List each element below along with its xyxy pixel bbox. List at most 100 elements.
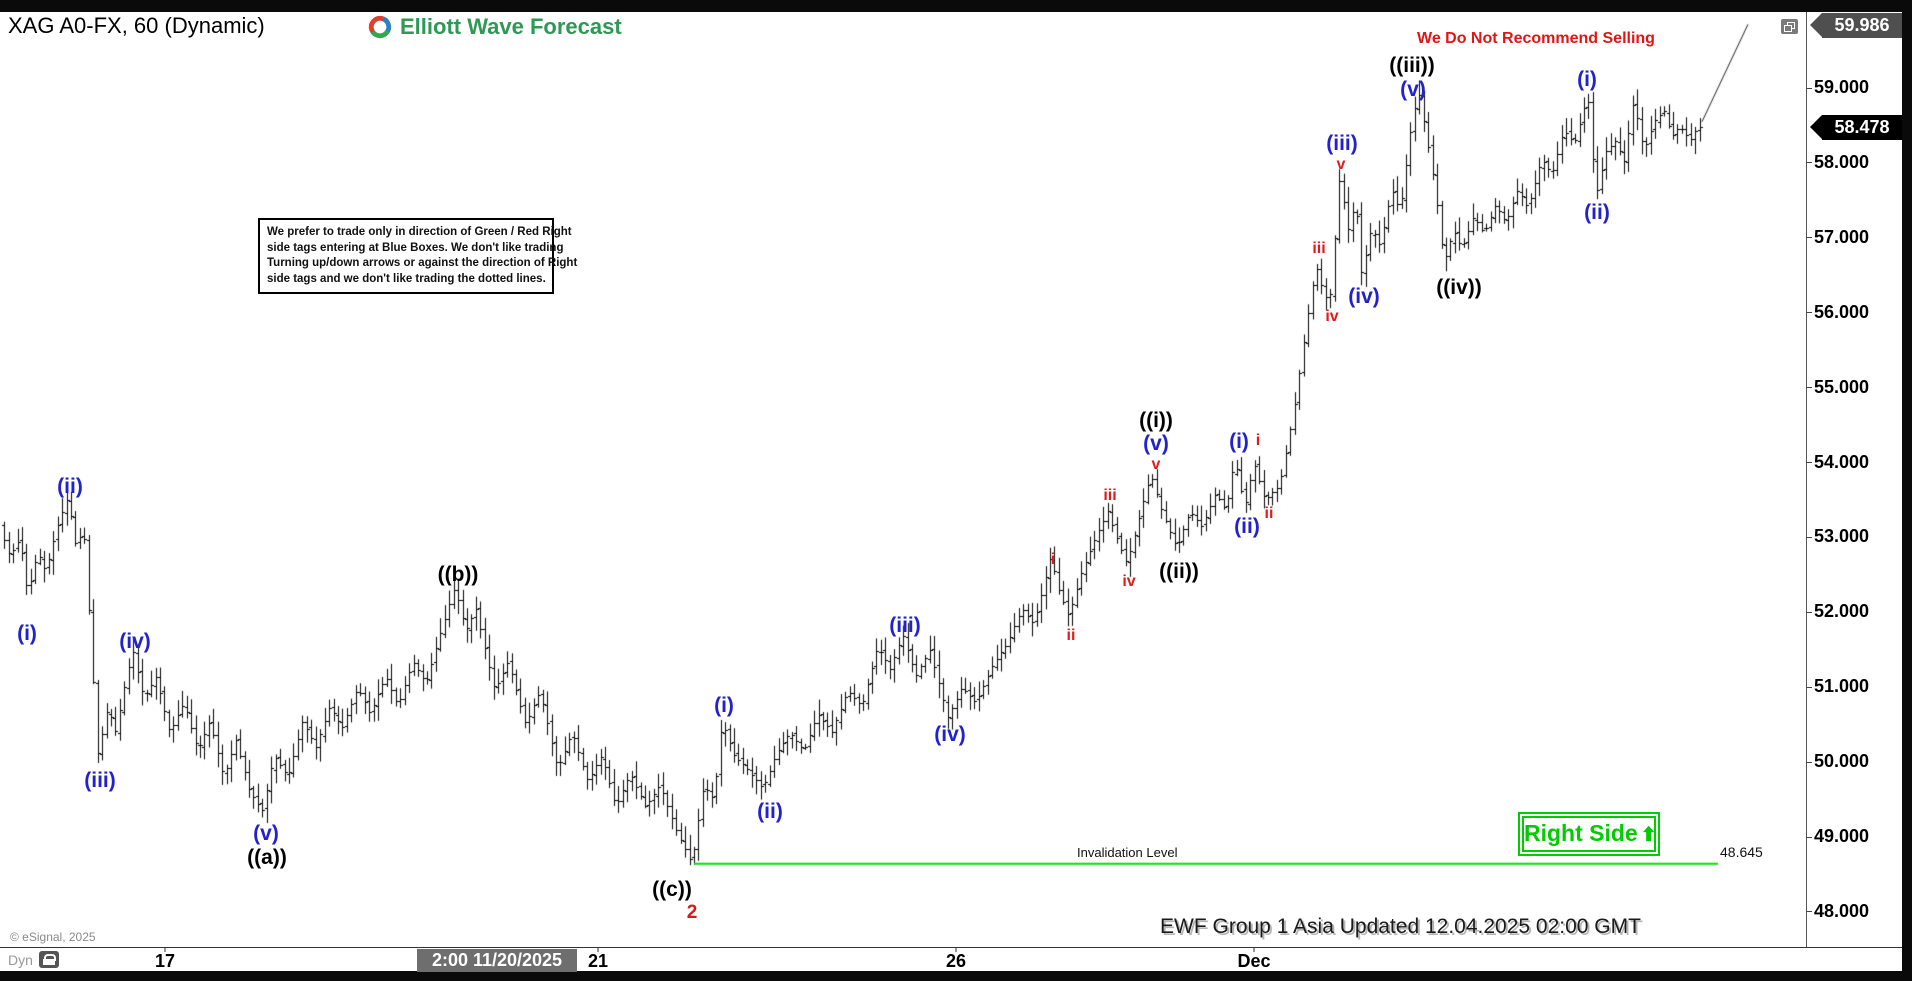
time-tick-label: Dec xyxy=(1237,951,1271,971)
price-badge: 59.986 xyxy=(1810,13,1902,38)
dynamic-mode-label[interactable]: Dyn xyxy=(8,951,33,968)
wave-label: (iv) xyxy=(1348,285,1380,308)
price-tick xyxy=(1806,87,1812,89)
wave-label: (iii) xyxy=(1326,132,1358,155)
price-tick xyxy=(1806,836,1812,838)
price-tick-label: 48.000 xyxy=(1814,900,1870,921)
right-window-strip xyxy=(1902,0,1912,981)
note-line: side tags and we don't like trading the … xyxy=(267,272,546,285)
brand-swirl-icon xyxy=(368,15,392,39)
time-tick-label: 17 xyxy=(154,951,176,971)
time-tick xyxy=(955,947,957,952)
wave-label: ((ii)) xyxy=(1159,560,1199,583)
no-selling-warning: We Do Not Recommend Selling xyxy=(1417,30,1655,47)
price-tick xyxy=(1806,536,1812,538)
price-tick xyxy=(1806,611,1812,613)
price-tick xyxy=(1806,761,1812,763)
wave-label: ((iv)) xyxy=(1436,276,1482,299)
price-tick-label: 57.000 xyxy=(1814,226,1870,247)
lock-icon[interactable] xyxy=(38,951,59,968)
price-tick xyxy=(1806,162,1812,164)
note-line: We prefer to trade only in direction of … xyxy=(267,226,572,238)
ewf-update-note: EWF Group 1 Asia Updated 12.04.2025 02:0… xyxy=(1160,915,1641,938)
price-tick xyxy=(1806,237,1812,239)
wave-label: (ii) xyxy=(757,800,783,823)
wave-label: (v) xyxy=(1400,78,1426,101)
wave-label: (i) xyxy=(17,622,37,645)
time-tick-label: 21 xyxy=(587,951,609,971)
wave-label: ii xyxy=(1066,627,1076,644)
price-tick-label: 50.000 xyxy=(1814,751,1870,772)
price-chart-canvas[interactable] xyxy=(0,12,1806,947)
price-tick-label: 56.000 xyxy=(1814,301,1870,322)
time-tick xyxy=(1253,947,1255,952)
price-tick xyxy=(1806,911,1812,913)
wave-label: ((b)) xyxy=(437,563,479,586)
crosshair-time-badge: 2:00 11/20/2025 xyxy=(417,949,577,972)
wave-label: i xyxy=(1255,432,1261,449)
wave-label: (iv) xyxy=(119,630,151,653)
wave-label: 2 xyxy=(686,902,698,923)
price-tick-label: 55.000 xyxy=(1814,376,1870,397)
wave-label: iv xyxy=(1122,573,1136,590)
wave-label: i xyxy=(1050,551,1056,568)
price-tick-label: 51.000 xyxy=(1814,676,1870,697)
wave-label: ((i)) xyxy=(1139,409,1173,432)
price-tick-label: 58.000 xyxy=(1814,151,1870,172)
wave-label: v xyxy=(1151,456,1161,473)
wave-label: iv xyxy=(1325,308,1339,325)
price-tick xyxy=(1806,462,1812,464)
up-arrow-icon xyxy=(1642,825,1654,842)
wave-label: (iii) xyxy=(889,614,921,637)
wave-label: (i) xyxy=(1577,68,1597,91)
brand-name: Elliott Wave Forecast xyxy=(400,14,622,39)
wave-label: (v) xyxy=(253,822,279,845)
wave-label: v xyxy=(1336,156,1346,173)
wave-label: (i) xyxy=(1229,430,1249,453)
wave-label: ((iii)) xyxy=(1389,54,1435,77)
badge-arrow-icon xyxy=(1810,114,1822,139)
wave-label: iii xyxy=(1103,487,1117,504)
price-tick xyxy=(1806,686,1812,688)
symbol-title: XAG A0-FX, 60 (Dynamic) xyxy=(8,13,265,38)
price-tick xyxy=(1806,387,1812,389)
right-side-tag: Right Side xyxy=(1518,811,1660,856)
wave-label: (ii) xyxy=(1234,515,1260,538)
note-line: Turning up/down arrows or against the di… xyxy=(267,257,578,269)
restore-window-icon[interactable] xyxy=(1781,19,1798,34)
esignal-copyright: © eSignal, 2025 xyxy=(10,930,96,944)
time-tick xyxy=(164,947,166,952)
price-tick-label: 52.000 xyxy=(1814,601,1870,622)
wave-label: (i) xyxy=(714,694,734,717)
badge-arrow-icon xyxy=(1810,13,1822,37)
bottom-window-strip xyxy=(0,971,1912,981)
price-tick-label: 54.000 xyxy=(1814,451,1870,472)
wave-label: (ii) xyxy=(57,475,83,498)
wave-label: (v) xyxy=(1143,432,1169,455)
price-tick-label: 59.000 xyxy=(1814,77,1870,97)
top-window-strip xyxy=(0,0,1912,12)
wave-label: (ii) xyxy=(1584,201,1610,224)
price-tick-label: 53.000 xyxy=(1814,526,1870,547)
price-tick xyxy=(1806,312,1812,314)
right-side-label: Right Side xyxy=(1524,820,1638,847)
wave-label: ((c)) xyxy=(652,878,692,901)
brand-logo: Elliott Wave Forecast xyxy=(366,13,622,41)
time-axis-line xyxy=(0,947,1902,948)
wave-label: (iii) xyxy=(84,769,116,792)
time-tick-label: 26 xyxy=(945,951,967,971)
status-bar: Dyn xyxy=(8,951,59,968)
invalidation-level-label: Invalidation Level xyxy=(1077,844,1178,860)
price-tick-label: 49.000 xyxy=(1814,826,1870,847)
wave-label: ii xyxy=(1264,505,1274,522)
note-line: side tags entering at Blue Boxes. We don… xyxy=(267,241,564,254)
wave-label: ((a)) xyxy=(247,846,287,869)
wave-label: (iv) xyxy=(934,723,966,746)
trading-note-box: We prefer to trade only in direction of … xyxy=(258,218,578,294)
price-axis-line xyxy=(1806,12,1807,947)
time-tick xyxy=(597,947,599,952)
price-badge: 58.478 xyxy=(1810,114,1902,140)
wave-label: iii xyxy=(1312,240,1326,257)
invalidation-price: 48.645 xyxy=(1720,843,1763,860)
